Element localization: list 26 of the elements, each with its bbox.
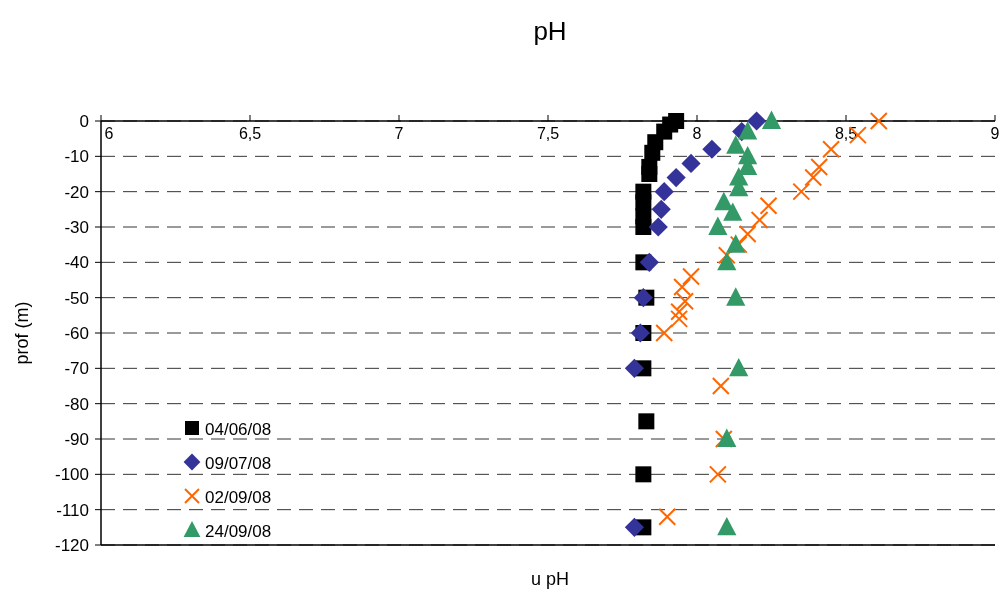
y-tick-label: 0: [79, 112, 89, 131]
y-tick-label: -40: [64, 253, 89, 273]
y-tick-label: -80: [64, 394, 89, 414]
y-tick-label: -70: [64, 359, 89, 379]
x-tick-label: 6,5: [238, 125, 262, 142]
y-tick-label: -120: [54, 536, 89, 555]
chart-title: pH: [533, 16, 567, 46]
x-tick-label: 7,5: [536, 125, 560, 142]
y-tick-label: -110: [56, 500, 89, 520]
y-tick-label: -100: [54, 465, 89, 485]
legend-label: 02/09/08: [205, 488, 272, 507]
x-axis-title: u pH: [530, 569, 570, 589]
y-tick-label: -10: [64, 147, 89, 167]
legend-label: 04/06/08: [205, 420, 272, 439]
y-tick-label: -50: [64, 288, 89, 308]
x-tick-label: 8: [692, 125, 702, 142]
y-tick-label: -20: [64, 182, 89, 202]
y-axis-title: prof (m): [12, 301, 32, 365]
x-tick-label: 6: [104, 125, 114, 142]
y-tick-label: -90: [64, 430, 89, 449]
x-tick-label: 9: [990, 125, 1000, 142]
legend-label: 09/07/08: [205, 454, 272, 473]
y-tick-label: -30: [64, 218, 89, 237]
y-tick-label: -60: [64, 324, 89, 343]
x-tick-label: 7: [394, 125, 404, 142]
legend-label: 24/09/08: [205, 522, 272, 541]
